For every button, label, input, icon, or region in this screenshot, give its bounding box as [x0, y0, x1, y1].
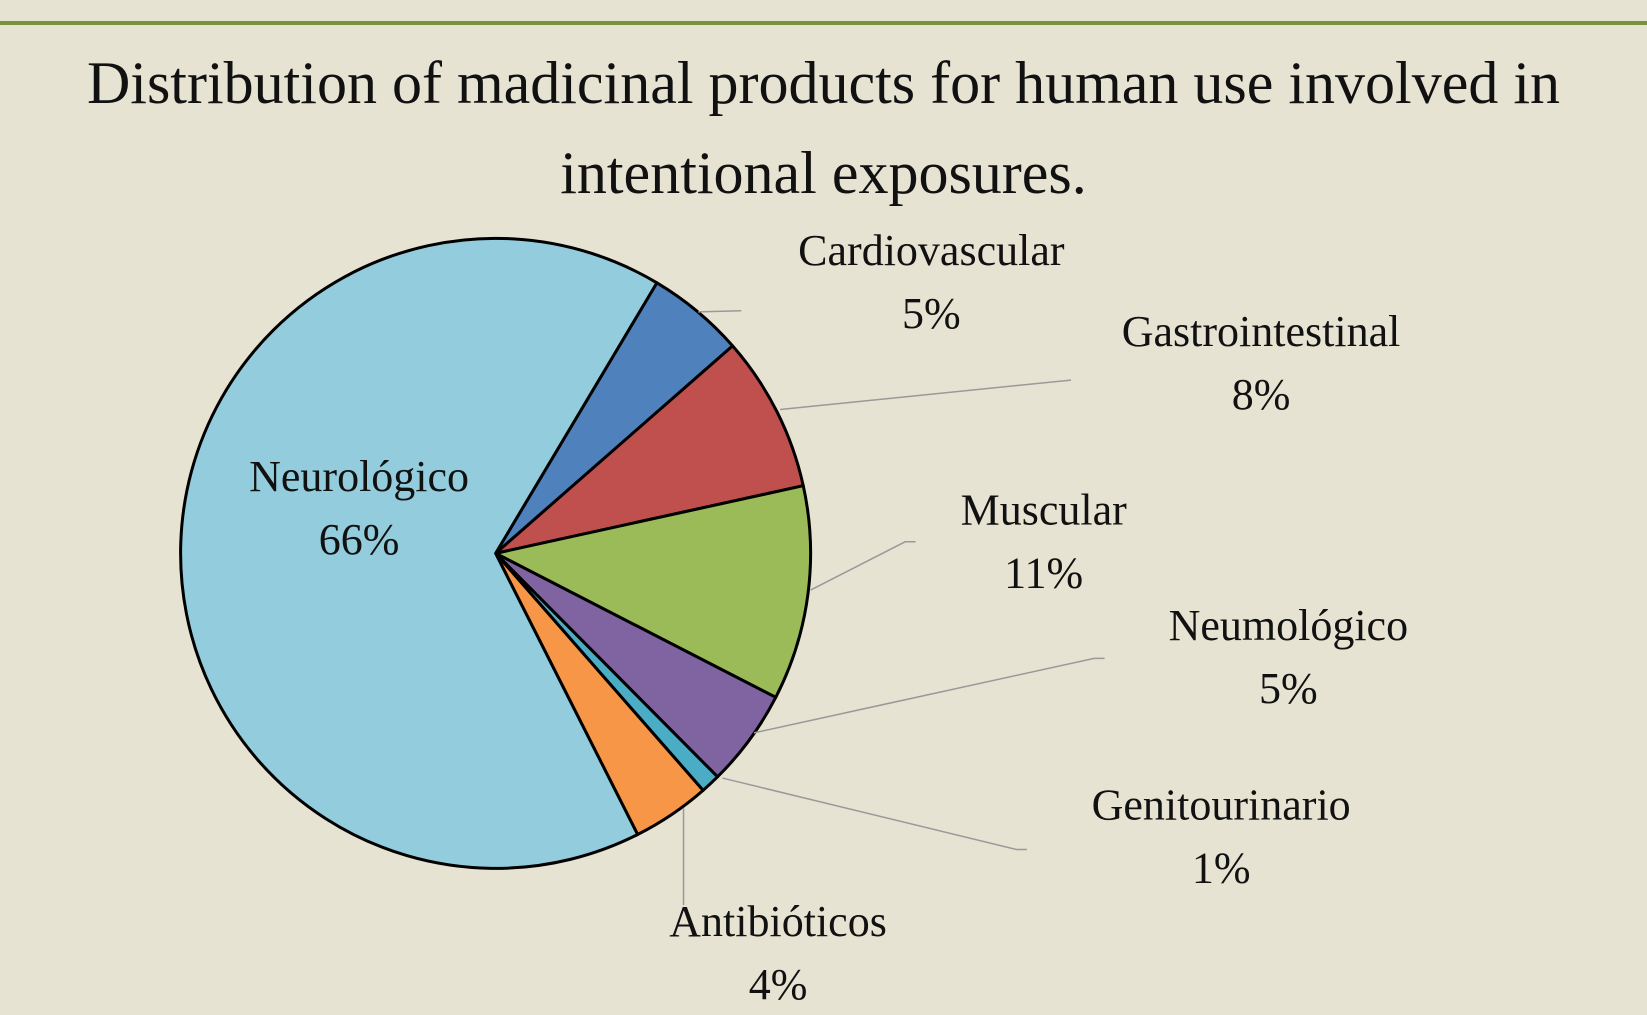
- slice-label: Neumológico: [1169, 601, 1409, 650]
- slice-value-label: 4%: [749, 960, 808, 1009]
- slice-value-label: 11%: [1004, 549, 1083, 598]
- pie-slice: [494, 484, 813, 699]
- slice-value-label: 1%: [1192, 844, 1251, 893]
- leader-line: [698, 310, 742, 313]
- pie-slice: [179, 236, 659, 870]
- slice-label: Muscular: [961, 486, 1128, 535]
- top-rule: [0, 21, 1647, 25]
- slice-value-label: 5%: [902, 289, 961, 338]
- slice-label: Antibióticos: [669, 897, 887, 946]
- slice-value-label: 8%: [1232, 370, 1291, 419]
- slice-label: Cardiovascular: [798, 226, 1065, 275]
- chart-title: Distribution of madicinal products for h…: [86, 50, 1561, 206]
- slice-label: Gastrointestinal: [1122, 307, 1401, 356]
- slice-label: Neurológico: [249, 452, 469, 501]
- slice-value-label: 66%: [319, 515, 400, 564]
- slice-value-label: 5%: [1259, 664, 1318, 713]
- leader-line: [722, 777, 1027, 851]
- leader-line: [810, 541, 916, 591]
- slice-label: Genitourinario: [1092, 781, 1351, 830]
- leader-line: [753, 657, 1105, 734]
- leader-line: [780, 379, 1072, 411]
